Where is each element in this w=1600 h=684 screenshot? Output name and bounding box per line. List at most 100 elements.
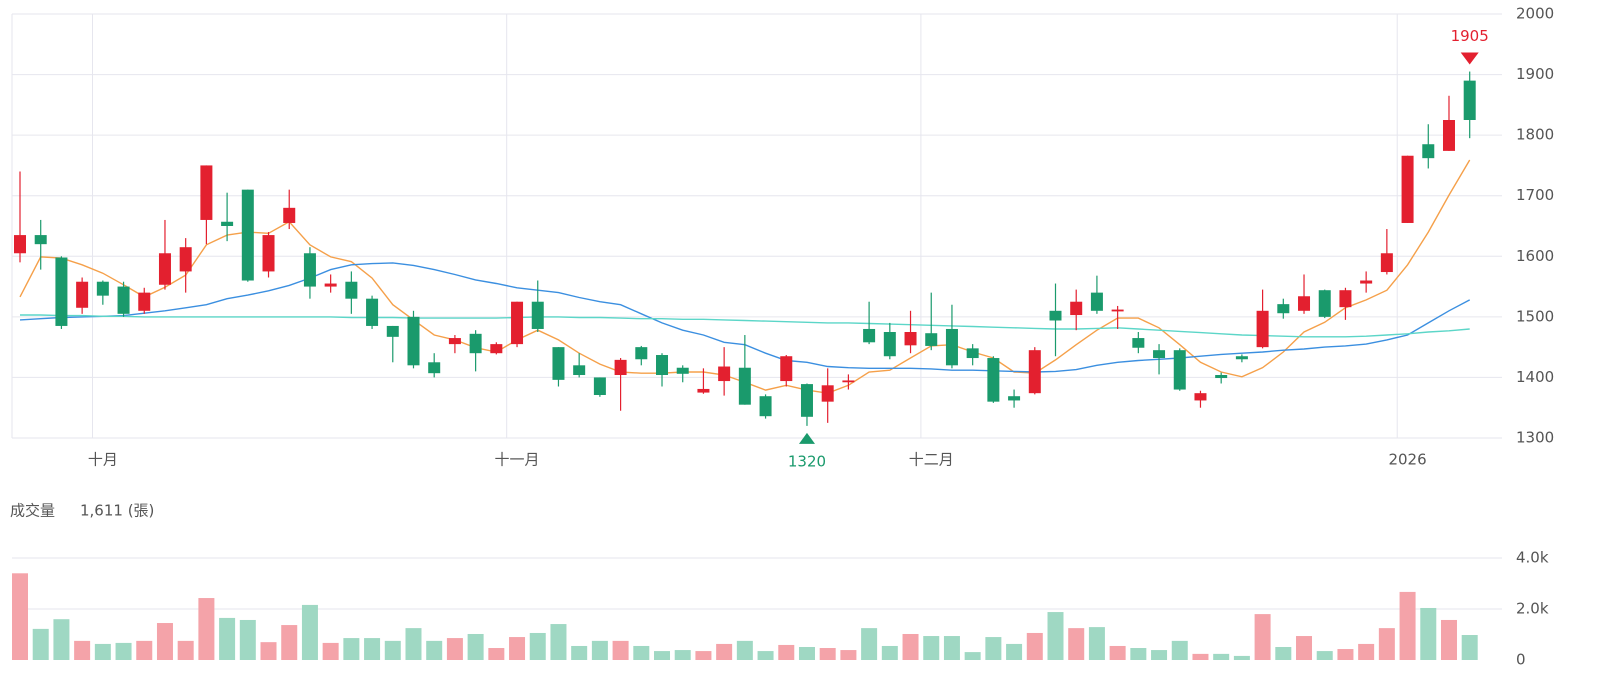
candle-body <box>945 328 958 366</box>
candle-body <box>1235 356 1248 360</box>
candle-body <box>55 257 68 326</box>
candle-body <box>738 367 751 405</box>
candle-body <box>842 380 855 383</box>
volume-bar <box>1171 640 1188 660</box>
candle-body <box>1111 309 1124 312</box>
volume-bar <box>1068 628 1085 660</box>
candle-body <box>386 325 399 337</box>
candle-body <box>241 189 254 281</box>
volume-bar <box>198 598 215 660</box>
candle-body <box>863 328 876 343</box>
candle-body <box>1277 304 1290 314</box>
moving-average-line <box>20 314 1470 338</box>
volume-bar <box>1151 650 1168 660</box>
volume-bar <box>1026 632 1043 660</box>
candle-body <box>158 253 171 285</box>
volume-bar <box>12 573 28 660</box>
candle-body <box>448 338 461 345</box>
candle-body <box>1153 350 1166 359</box>
candle-body <box>1215 375 1228 379</box>
volume-bar <box>1420 607 1437 660</box>
volume-bar <box>985 637 1002 660</box>
volume-bar <box>177 640 194 660</box>
y-tick-label: 0 <box>1516 651 1526 669</box>
volume-bar <box>94 643 111 660</box>
candle-body <box>1194 393 1207 401</box>
volume-bar <box>74 640 91 660</box>
candle-body <box>1049 310 1062 321</box>
volume-bar <box>1275 646 1292 660</box>
volume-bar <box>239 619 256 660</box>
candle-body <box>925 333 938 346</box>
volume-bar <box>736 640 753 660</box>
candle-body <box>656 355 669 376</box>
y-tick-label: 1400 <box>1516 368 1554 386</box>
volume-bar <box>571 645 588 660</box>
candle-body <box>283 207 296 223</box>
volume-bar <box>902 633 919 660</box>
candle-body <box>987 358 1000 402</box>
volume-bar <box>778 644 795 660</box>
volume-bar <box>1254 614 1271 660</box>
y-tick-label: 2000 <box>1516 5 1554 23</box>
volume-bar <box>654 651 671 660</box>
volume-bar <box>529 632 546 660</box>
volume-bar <box>943 636 960 660</box>
volume-bar <box>1316 651 1333 660</box>
candle-body <box>1422 144 1435 159</box>
volume-bar <box>923 636 940 660</box>
candle-body <box>14 235 26 254</box>
candle-body <box>821 385 834 402</box>
candle-body <box>303 253 316 287</box>
candle-body <box>1298 296 1311 311</box>
volume-bar <box>798 646 815 660</box>
candle-body <box>34 235 47 245</box>
candle-body <box>718 366 731 382</box>
volume-bar <box>1192 653 1209 660</box>
candle-body <box>573 365 586 376</box>
volume-bar <box>1130 648 1147 660</box>
y-tick-label: 1800 <box>1516 126 1554 144</box>
volume-bar <box>1337 649 1354 660</box>
candle-body <box>1256 310 1269 348</box>
x-tick-label: 十一月 <box>495 451 540 469</box>
volume-bar <box>426 640 443 660</box>
volume-subtitle: 1,611 (張) <box>80 502 154 520</box>
candle-body <box>883 332 896 357</box>
volume-bar <box>281 625 298 660</box>
volume-bar <box>757 651 774 660</box>
x-tick-label: 2026 <box>1388 451 1426 469</box>
candle-body <box>614 359 627 376</box>
volume-bar <box>384 640 401 660</box>
candle-body <box>593 377 606 395</box>
volume-bar <box>881 645 898 660</box>
candle-body <box>1442 120 1455 151</box>
volume-bar <box>1378 628 1395 660</box>
volume-bar <box>364 638 381 660</box>
candle-body <box>366 298 379 326</box>
volume-bar <box>467 633 484 660</box>
volume-bar <box>1233 655 1250 660</box>
candle-body <box>428 362 441 374</box>
candle-body <box>490 344 503 354</box>
candle-body <box>200 165 213 220</box>
high-label: 1905 <box>1451 27 1489 45</box>
candle-body <box>262 235 275 272</box>
volume-bar <box>861 628 878 660</box>
volume-bar <box>446 638 463 660</box>
candle-body <box>780 356 793 382</box>
volume-bar <box>301 604 318 660</box>
volume-bar <box>1006 643 1023 660</box>
volume-bar <box>488 648 505 660</box>
volume-bar <box>260 642 277 660</box>
volume-bar <box>819 648 836 660</box>
volume-bar <box>840 650 857 660</box>
candle-body <box>531 301 544 329</box>
volume-bar <box>1088 627 1105 660</box>
candle-body <box>676 367 689 374</box>
volume-bar <box>1461 635 1478 660</box>
candle-body <box>759 396 772 417</box>
candle-body <box>800 384 813 417</box>
candle-body <box>635 347 648 360</box>
volume-bar <box>1399 591 1416 660</box>
